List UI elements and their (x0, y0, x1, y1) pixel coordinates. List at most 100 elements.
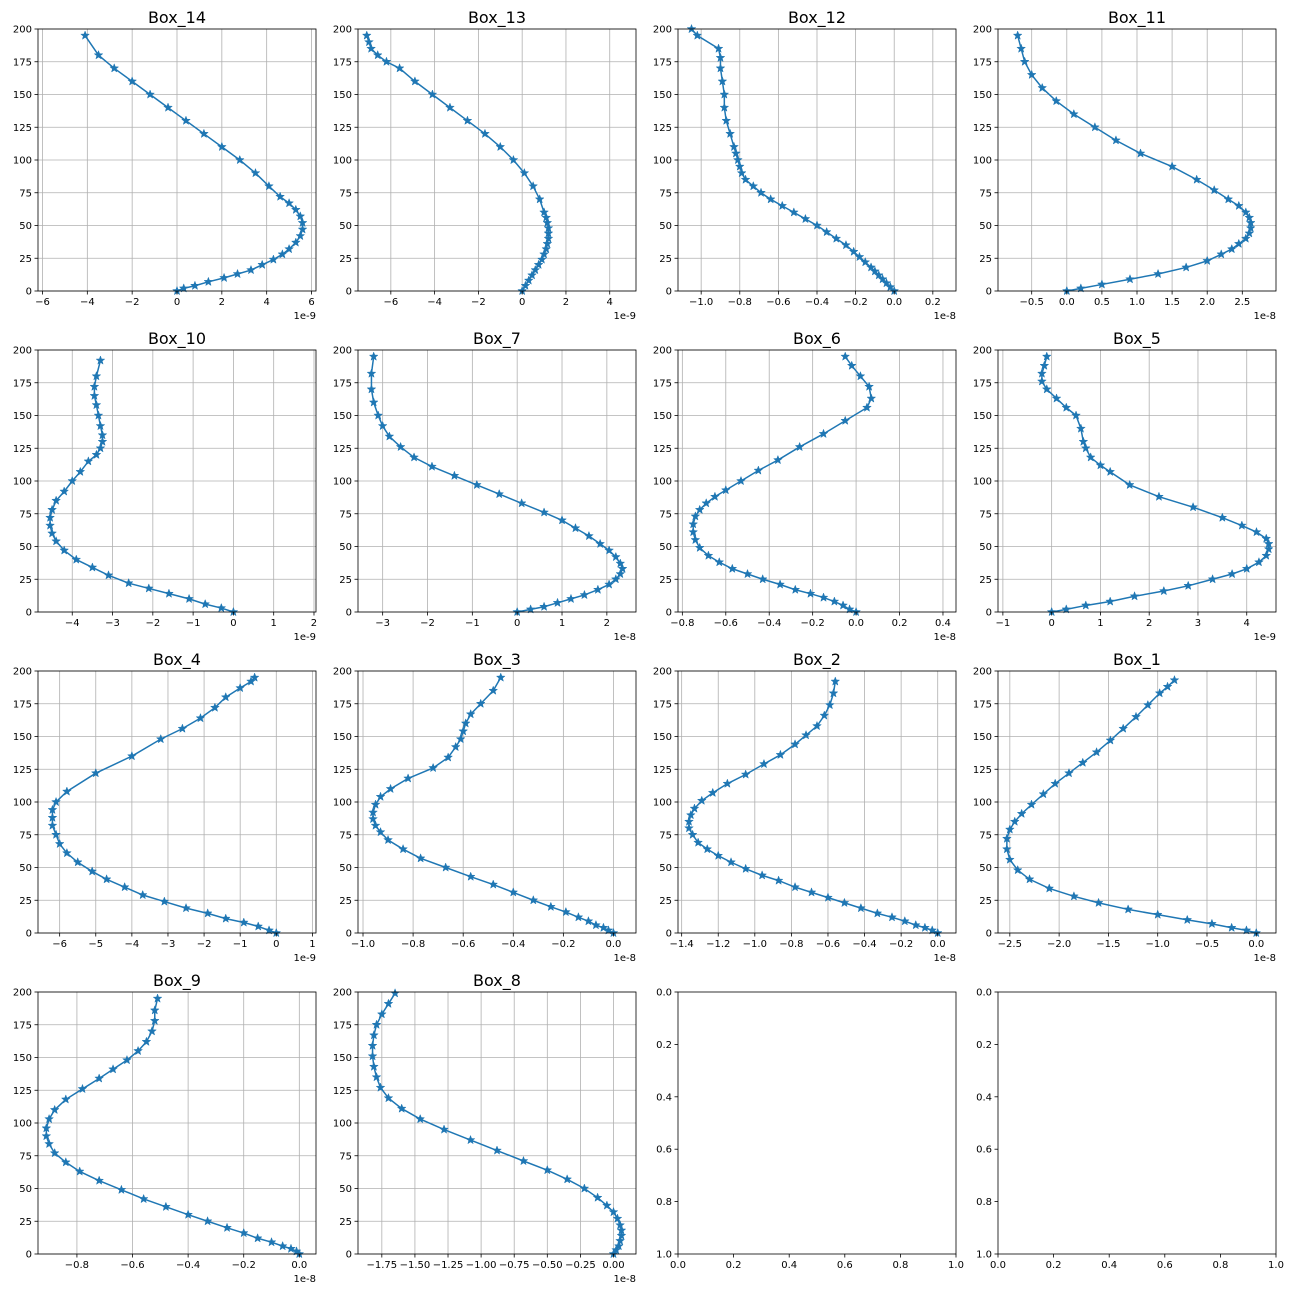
data-point (235, 682, 246, 693)
subplot-title: Box_4 (153, 650, 201, 670)
data-point (141, 1036, 152, 1046)
x-tick-label: −1.25 (433, 1260, 464, 1271)
x-tick-label: 0.4 (781, 1260, 797, 1271)
data-point (615, 1219, 626, 1230)
x-tick-label: 0.2 (726, 1260, 742, 1271)
data-point (91, 370, 102, 381)
data-point (840, 351, 851, 361)
data-point (772, 454, 783, 465)
data-point (95, 443, 106, 453)
data-point (1129, 591, 1140, 601)
series-line (372, 677, 614, 934)
x-tick-label: −2 (125, 297, 140, 308)
data-point (573, 912, 584, 922)
y-tick-label: 100 (13, 477, 32, 488)
y-tick-label: 150 (653, 90, 672, 101)
x-tick-label: 0.4 (935, 618, 951, 629)
data-point (1051, 393, 1062, 403)
y-tick-label: 0 (346, 929, 352, 940)
y-tick-label: 0.2 (656, 1040, 672, 1051)
y-tick-label: 175 (13, 699, 32, 710)
data-point (367, 1050, 378, 1061)
data-point (1068, 891, 1079, 901)
y-tick-label: 200 (333, 346, 352, 357)
data-point (824, 699, 835, 710)
x-tick-label: 0.0 (291, 1260, 307, 1271)
y-tick-label: 0 (666, 929, 672, 940)
y-tick-label: 200 (653, 667, 672, 678)
y-tick-label: 25 (659, 575, 672, 586)
data-point (794, 441, 805, 452)
y-tick-label: 50 (19, 221, 32, 232)
data-point (87, 866, 98, 876)
x-tick-label: −4 (427, 297, 442, 308)
y-tick-label: 0.6 (976, 1145, 992, 1156)
data-point (693, 837, 704, 847)
data-point (159, 896, 170, 906)
x-tick-label: 1 (309, 939, 315, 950)
y-tick-label: 0 (666, 287, 672, 298)
subplot-title: Box_6 (793, 329, 841, 349)
y-tick-label: 125 (973, 765, 992, 776)
data-point (818, 592, 829, 602)
x-tick-label: 0.8 (892, 1260, 908, 1271)
data-point (520, 280, 531, 290)
data-point (1012, 864, 1023, 875)
data-point (1153, 491, 1164, 501)
y-tick-label: 100 (653, 477, 672, 488)
y-tick-label: 200 (13, 25, 32, 36)
y-tick-label: 0.4 (656, 1092, 672, 1103)
y-tick-label: 175 (333, 57, 352, 68)
data-point (1142, 699, 1153, 710)
x-tick-label: 0.0 (670, 1260, 686, 1271)
y-tick-label: 50 (979, 542, 992, 553)
data-point (149, 1015, 160, 1026)
data-point (539, 601, 550, 611)
data-point (366, 368, 377, 378)
x-tick-label: 0.8 (1212, 1260, 1228, 1271)
y-tick-label: 25 (19, 1217, 32, 1228)
data-point (702, 843, 713, 854)
axis-offset-label: 1e-8 (934, 632, 957, 643)
data-point (846, 360, 857, 370)
y-tick-label: 200 (973, 25, 992, 36)
data-point (200, 598, 211, 609)
data-point (1240, 207, 1251, 217)
y-tick-label: 0.8 (976, 1197, 992, 1208)
data-point (530, 264, 541, 275)
data-point (203, 276, 214, 287)
data-point (821, 226, 832, 237)
data-point (756, 187, 766, 197)
data-point (1085, 452, 1096, 462)
data-point (604, 545, 615, 555)
data-point (536, 254, 547, 264)
y-tick-label: 0 (26, 608, 32, 619)
subplot-title: Box_1 (1113, 650, 1161, 670)
data-point (748, 180, 759, 191)
x-tick-label: 0.2 (892, 618, 908, 629)
data-point (527, 270, 537, 280)
y-tick-label: 125 (13, 123, 32, 134)
y-tick-label: 0.0 (656, 988, 672, 999)
data-point (725, 128, 736, 139)
data-point (49, 1147, 60, 1158)
data-point (71, 554, 82, 564)
data-point (844, 604, 855, 614)
x-tick-label: 0.00 (602, 1260, 624, 1271)
x-tick-label: 2 (1146, 618, 1152, 629)
data-point (155, 733, 166, 744)
data-point (1261, 550, 1272, 560)
x-tick-label: −0.8 (728, 297, 752, 308)
data-point (617, 563, 628, 573)
data-point (127, 76, 138, 86)
x-tick-label: −0.2 (551, 939, 575, 950)
data-point (1093, 897, 1104, 908)
y-tick-label: 100 (653, 798, 672, 809)
data-point (1061, 604, 1072, 614)
y-tick-label: 150 (13, 90, 32, 101)
series-line (84, 35, 304, 292)
data-point (727, 563, 738, 573)
axes-frame (677, 991, 957, 1255)
data-point (1191, 174, 1202, 184)
data-point (790, 584, 801, 594)
